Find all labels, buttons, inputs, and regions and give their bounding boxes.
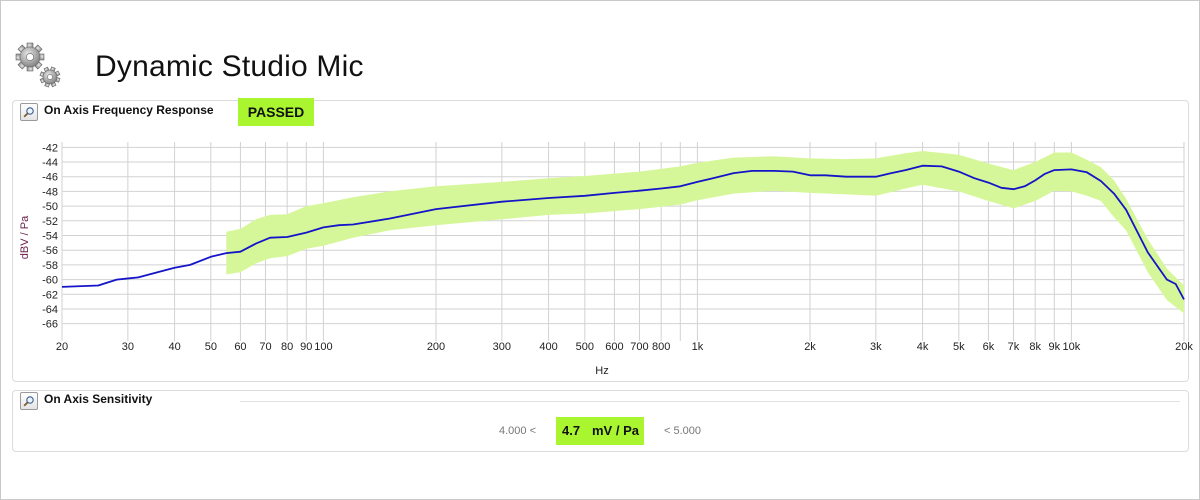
x-tick-label: 1k bbox=[692, 341, 704, 353]
x-tick-label: 800 bbox=[652, 341, 670, 353]
y-tick-label: -56 bbox=[42, 245, 58, 257]
x-tick-label: 80 bbox=[281, 341, 293, 353]
x-tick-label: 60 bbox=[234, 341, 246, 353]
x-tick-label: 90 bbox=[300, 341, 312, 353]
x-tick-label: 600 bbox=[605, 341, 623, 353]
y-tick-label: -54 bbox=[42, 231, 58, 243]
sensitivity-upper-limit: < 5.000 bbox=[664, 425, 702, 437]
x-tick-label: 6k bbox=[983, 341, 995, 353]
y-tick-label: -60 bbox=[42, 275, 58, 287]
sensitivity-label: On Axis Sensitivity bbox=[44, 392, 153, 406]
zoom-icon[interactable] bbox=[20, 103, 38, 121]
x-tick-label: 3k bbox=[870, 341, 882, 353]
sensitivity-value-box: 4.7 mV / Pa bbox=[556, 417, 644, 445]
x-tick-label: 300 bbox=[493, 341, 511, 353]
x-tick-label: 500 bbox=[576, 341, 594, 353]
x-tick-label: 7k bbox=[1008, 341, 1020, 353]
response-curve bbox=[61, 164, 1185, 300]
y-tick-label: -48 bbox=[42, 186, 58, 198]
x-tick-label: 30 bbox=[122, 341, 134, 353]
y-tick-label: -52 bbox=[42, 216, 58, 228]
y-tick-label: -66 bbox=[42, 319, 58, 331]
x-tick-label: 20 bbox=[56, 341, 68, 353]
x-tick-label: 2k bbox=[804, 341, 816, 353]
sensitivity-unit: mV / Pa bbox=[592, 423, 639, 438]
y-tick-label: -58 bbox=[42, 260, 58, 272]
status-badge: PASSED bbox=[238, 98, 314, 126]
sensitivity-lower-limit: 4.000 < bbox=[499, 425, 537, 437]
divider bbox=[240, 401, 1180, 402]
page-title: Dynamic Studio Mic bbox=[95, 50, 364, 83]
x-tick-label: 200 bbox=[427, 341, 445, 353]
y-tick-label: -50 bbox=[42, 201, 58, 213]
y-tick-label: -46 bbox=[42, 172, 58, 184]
y-tick-label: -62 bbox=[42, 289, 58, 301]
sensitivity-value: 4.7 bbox=[562, 423, 581, 438]
y-tick-label: -42 bbox=[42, 142, 58, 154]
frequency-response-label: On Axis Frequency Response bbox=[44, 103, 214, 117]
tolerance-band bbox=[226, 151, 1185, 314]
x-tick-label: 10k bbox=[1063, 341, 1081, 353]
x-axis-label: Hz bbox=[595, 365, 608, 377]
y-tick-label: -64 bbox=[42, 304, 58, 316]
x-tick-label: 400 bbox=[539, 341, 557, 353]
x-tick-label: 20k bbox=[1175, 341, 1193, 353]
y-axis-label: dBV / Pa bbox=[19, 215, 31, 259]
x-tick-label: 5k bbox=[953, 341, 965, 353]
x-tick-label: 4k bbox=[917, 341, 929, 353]
x-tick-label: 700 bbox=[630, 341, 648, 353]
zoom-icon[interactable] bbox=[20, 392, 38, 410]
x-tick-label: 50 bbox=[205, 341, 217, 353]
x-tick-label: 9k bbox=[1048, 341, 1060, 353]
x-tick-label: 100 bbox=[314, 341, 332, 353]
gears-icon bbox=[15, 42, 61, 88]
y-tick-label: -44 bbox=[42, 157, 58, 169]
x-tick-label: 70 bbox=[259, 341, 271, 353]
x-tick-label: 40 bbox=[168, 341, 180, 353]
x-tick-label: 8k bbox=[1029, 341, 1041, 353]
